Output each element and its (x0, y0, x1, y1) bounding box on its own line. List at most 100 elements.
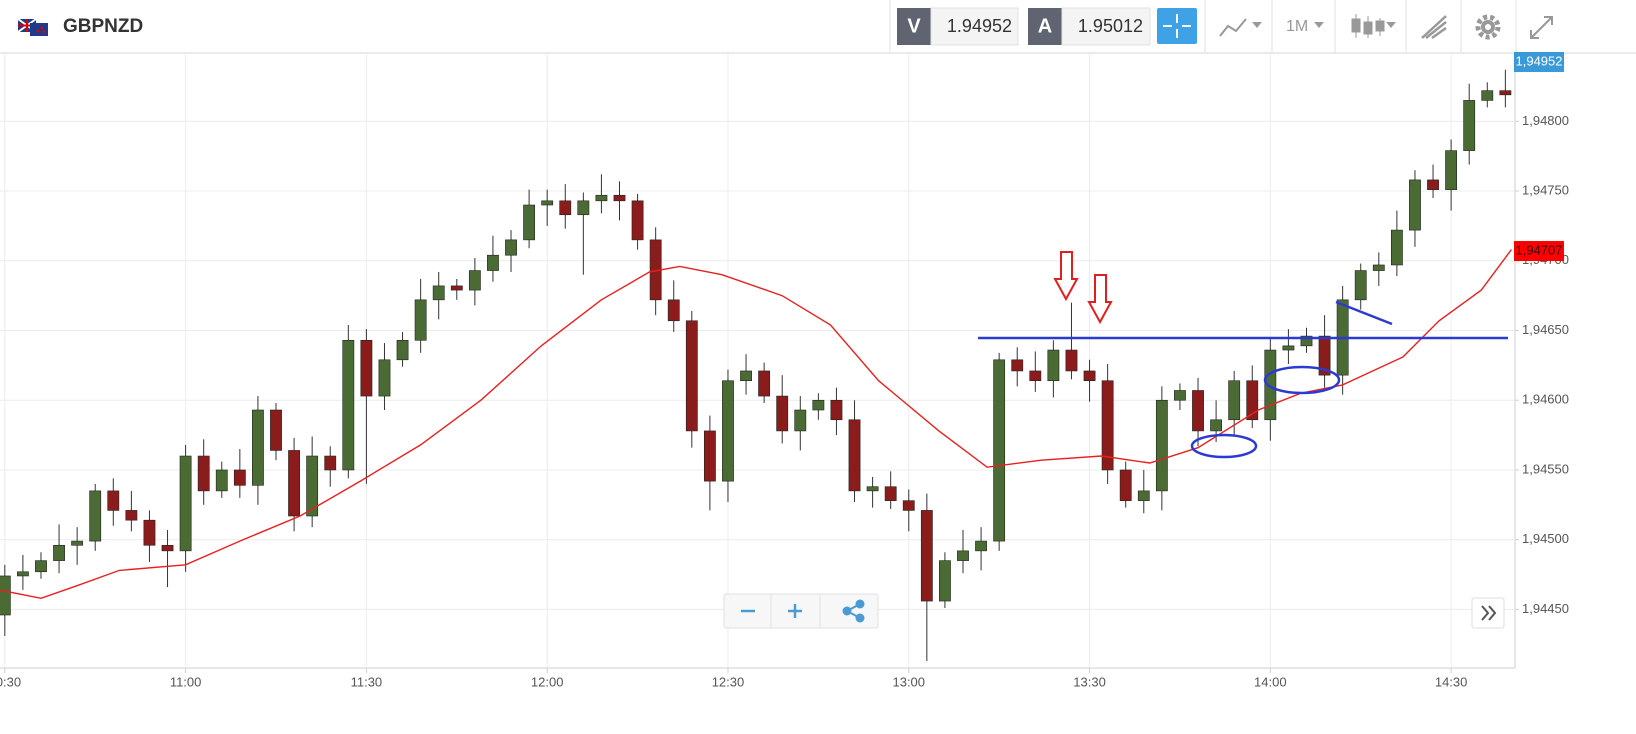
candle-body (794, 409, 807, 432)
x-tick-label: 11:00 (170, 674, 202, 689)
candle-body (1083, 370, 1096, 382)
chart-type-button[interactable] (1219, 18, 1262, 37)
candle-body (1499, 90, 1512, 96)
candle-body (1409, 179, 1421, 231)
candle-body (758, 370, 771, 397)
candle-type-button[interactable] (1351, 14, 1396, 38)
candle-body (432, 285, 445, 301)
candle-body (215, 469, 228, 492)
x-tick-label: 10:30 (0, 674, 21, 689)
draw-button[interactable] (1421, 15, 1447, 40)
candle-body (957, 550, 969, 561)
candle-body (541, 200, 554, 206)
last-price-label: 1,94952 (1516, 53, 1563, 68)
arrow (1053, 251, 1079, 302)
scroll-right-button[interactable] (1471, 597, 1505, 629)
candle-body (920, 510, 933, 602)
candle-body (993, 359, 1006, 542)
candle-body (1282, 345, 1295, 351)
toolbar (0, 0, 1636, 53)
candle-body (613, 194, 626, 202)
candle-body (1481, 90, 1494, 101)
candle-body (866, 486, 879, 492)
buy-button[interactable]: A 1.95012 (1028, 7, 1151, 46)
share-button[interactable] (842, 599, 865, 623)
candle-body (1354, 270, 1367, 301)
candle-body (89, 490, 102, 542)
zoom-controls (723, 593, 879, 629)
candle-body (1463, 100, 1476, 151)
candle-body (1210, 419, 1223, 432)
crosshair-button[interactable] (1157, 8, 1197, 44)
ellipse-marker (1263, 365, 1341, 395)
candle-body (1372, 264, 1385, 271)
x-tick-label: 12:30 (712, 674, 745, 689)
candle-body (1318, 335, 1331, 376)
zoom-in-button[interactable] (788, 604, 802, 618)
candle-body (233, 469, 246, 486)
candle-body (1101, 380, 1114, 471)
ellipse-marker (1190, 433, 1258, 459)
settings-button[interactable] (1475, 14, 1501, 40)
candle-body (270, 409, 282, 451)
x-tick-label: 12:00 (531, 674, 564, 689)
candle-body (0, 575, 11, 616)
candle-body (324, 455, 337, 471)
fullscreen-button[interactable] (1530, 16, 1553, 39)
candle-body (414, 299, 427, 341)
candle-body (884, 486, 897, 501)
candle-body (1174, 390, 1186, 401)
candle-body (1445, 150, 1458, 190)
candle-body (1119, 469, 1132, 501)
bid-tag: V (907, 15, 921, 37)
candle-body (902, 500, 915, 511)
candle-body (161, 544, 174, 552)
y-tick-label: 1,94450 (1522, 601, 1569, 616)
annotations (978, 251, 1508, 459)
y-tick-label: 1,94650 (1522, 322, 1569, 337)
candle-body (667, 299, 680, 322)
candle-body (1065, 349, 1078, 372)
sell-button[interactable]: V 1.94952 (897, 7, 1019, 46)
candle-body (685, 320, 698, 432)
candle-body (1390, 229, 1403, 266)
candle-body (35, 560, 47, 573)
candle-body (1427, 179, 1439, 190)
candle-body (939, 560, 951, 602)
ask-price: 1.95012 (1078, 16, 1143, 36)
candle-body (505, 239, 517, 256)
candle-body (740, 370, 752, 382)
x-tick-label: 14:00 (1254, 674, 1287, 689)
candle-body (523, 204, 536, 241)
last-price-box (1514, 52, 1564, 72)
x-tick-label: 11:30 (351, 674, 383, 689)
candle-body (595, 194, 608, 202)
bid-price: 1.94952 (947, 16, 1012, 36)
candle-body (16, 571, 29, 577)
candle-body (396, 339, 409, 361)
candle-body (975, 540, 987, 552)
candle-body (1137, 490, 1150, 501)
ask-tag: A (1038, 15, 1052, 37)
candle-body (577, 200, 590, 216)
candle-body (559, 200, 572, 216)
candle-body (487, 254, 499, 271)
moving-average-line (0, 249, 1512, 600)
symbol: GBPNZD (63, 16, 143, 37)
candle-body (812, 399, 825, 411)
candle-body (703, 430, 716, 482)
timeframe-button[interactable]: 1M (1286, 18, 1324, 35)
flag-icon (17, 18, 48, 36)
ma-value-box (1514, 241, 1564, 262)
candle-body (342, 339, 355, 471)
candle-body (776, 395, 789, 432)
y-tick-label: 1,94750 (1522, 182, 1569, 197)
candle-body (1246, 380, 1259, 421)
y-tick-label: 1,94500 (1522, 531, 1569, 546)
arrow (1087, 274, 1113, 325)
candle-body (378, 359, 391, 397)
candle-body (288, 450, 300, 517)
y-tick-label: 1,94800 (1522, 113, 1569, 128)
x-tick-label: 13:30 (1073, 674, 1106, 689)
trend-stroke (1335, 300, 1393, 326)
